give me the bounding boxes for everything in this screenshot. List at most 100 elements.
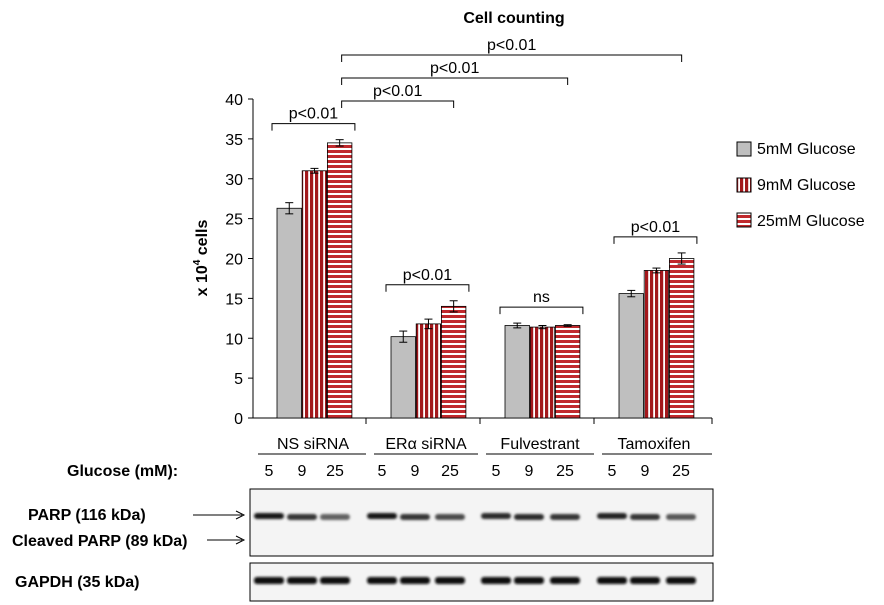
cleaved-parp-label: Cleaved PARP (89 kDa)	[12, 533, 187, 550]
lane-label: 5	[378, 463, 387, 480]
between-group-1-label: p<0.01	[430, 60, 479, 77]
lane-label: 25	[556, 463, 574, 480]
cleaved-arrow-head	[235, 535, 246, 545]
between-group-2-label: p<0.01	[487, 37, 536, 54]
chart-title: Cell counting	[463, 10, 564, 27]
parp-band	[597, 513, 627, 519]
parp-blot-panel	[249, 488, 714, 557]
legend-label-9mm: 9mM Glucose	[757, 177, 856, 194]
parp-band	[287, 514, 317, 520]
bar-tamoxifen-2	[669, 258, 695, 419]
legend-swatch-9mm	[736, 177, 752, 193]
lane-label: 9	[411, 463, 420, 480]
parp-arrow-head	[235, 510, 246, 520]
gapdh-band	[481, 577, 511, 584]
gapdh-band	[514, 577, 544, 584]
gapdh-band	[550, 577, 580, 584]
lane-label: 25	[672, 463, 690, 480]
gapdh-band	[400, 577, 430, 584]
y-tick-label: 5	[234, 371, 243, 388]
y-axis-label-sup: 4	[192, 259, 203, 265]
y-tick-label: 25	[225, 212, 243, 229]
parp-band	[367, 513, 397, 519]
within-group-2-bracket	[499, 306, 584, 315]
parp-band	[254, 513, 284, 519]
between-group-0-bracket	[341, 100, 455, 108]
gapdh-band	[435, 577, 465, 584]
glucose-label: Glucose (mM):	[67, 463, 178, 480]
within-group-3-bracket	[613, 236, 698, 244]
bar-er-sirna-0	[390, 336, 416, 419]
parp-band	[400, 514, 430, 520]
between-group-0-label: p<0.01	[373, 83, 422, 100]
within-group-0-label: p<0.01	[289, 106, 338, 123]
within-group-1-label: p<0.01	[403, 267, 452, 284]
within-group-3-label: p<0.01	[631, 219, 680, 236]
legend-label-25mm: 25mM Glucose	[757, 213, 865, 230]
bar-ns-sirna-0	[276, 207, 302, 419]
legend-label-5mm: 5mM Glucose	[757, 141, 856, 158]
bar-tamoxifen-1	[643, 270, 670, 419]
parp-band	[320, 514, 350, 520]
gapdh-band	[597, 577, 627, 584]
group-label-ns-sirna: NS siRNA	[277, 436, 349, 453]
bar-fulvestrant-1	[529, 326, 556, 419]
lane-label: 5	[608, 463, 617, 480]
y-tick-label: 15	[225, 291, 243, 308]
parp-band	[514, 514, 544, 520]
lane-label: 25	[441, 463, 459, 480]
bar-er-sirna-2	[440, 305, 467, 419]
bar-er-sirna-1	[415, 323, 442, 419]
gapdh-band	[287, 577, 317, 584]
within-group-2-label: ns	[533, 289, 550, 306]
parp-band	[550, 514, 580, 520]
legend-swatch-25mm	[736, 212, 752, 228]
y-tick-label: 10	[225, 331, 243, 348]
legend-swatch-5mm	[736, 141, 752, 157]
y-axis-label-prefix: x 10	[194, 265, 211, 296]
within-group-0-bracket	[271, 123, 356, 131]
bar-ns-sirna-2	[326, 142, 353, 419]
gapdh-band	[320, 577, 350, 584]
lane-label: 5	[492, 463, 501, 480]
parp-band	[630, 514, 660, 520]
parp-band	[435, 514, 465, 520]
group-label-era-sirna: ERα siRNA	[385, 436, 467, 453]
lane-label: 25	[326, 463, 344, 480]
y-axis-label: x 104 cells	[192, 220, 211, 297]
between-group-1-bracket	[341, 77, 569, 85]
within-group-1-bracket	[385, 284, 470, 292]
group-label-fulvestrant: Fulvestrant	[500, 436, 580, 453]
bars	[276, 139, 695, 419]
y-tick-label: 20	[225, 252, 243, 269]
parp-label: PARP (116 kDa)	[28, 507, 146, 524]
significance-annotations: p<0.01 p<0.01 ns p<0.01 p<0.01 p<0.01 p<0.01	[271, 37, 698, 315]
lane-labels: 5 9 25 5 9 25 5 9 25 5 9 25	[265, 463, 690, 480]
gapdh-band	[666, 577, 696, 584]
parp-band	[666, 514, 696, 520]
parp-bands	[254, 513, 696, 520]
gapdh-band	[367, 577, 397, 584]
bar-ns-sirna-1	[301, 170, 328, 419]
gapdh-band	[254, 577, 284, 584]
y-tick-label: 0	[234, 411, 243, 428]
bar-tamoxifen-0	[618, 293, 644, 419]
parp-band	[481, 513, 511, 519]
lane-label: 9	[525, 463, 534, 480]
y-tick-label: 35	[225, 132, 243, 149]
between-group-2-bracket	[341, 54, 683, 62]
gapdh-label: GAPDH (35 kDa)	[15, 574, 139, 591]
gapdh-bands	[254, 577, 696, 584]
legend: 5mM Glucose 9mM Glucose 25mM Glucose	[736, 141, 865, 230]
y-tick-label: 40	[225, 92, 243, 109]
y-tick-label: 30	[225, 172, 243, 189]
lane-label: 5	[265, 463, 274, 480]
lane-label: 9	[641, 463, 650, 480]
lane-label: 9	[298, 463, 307, 480]
bar-fulvestrant-2	[555, 325, 581, 419]
bar-fulvestrant-0	[504, 325, 530, 419]
y-axis-label-suffix: cells	[194, 220, 211, 260]
group-labels: NS siRNA ERα siRNA Fulvestrant Tamoxifen	[258, 436, 712, 455]
gapdh-band	[630, 577, 660, 584]
